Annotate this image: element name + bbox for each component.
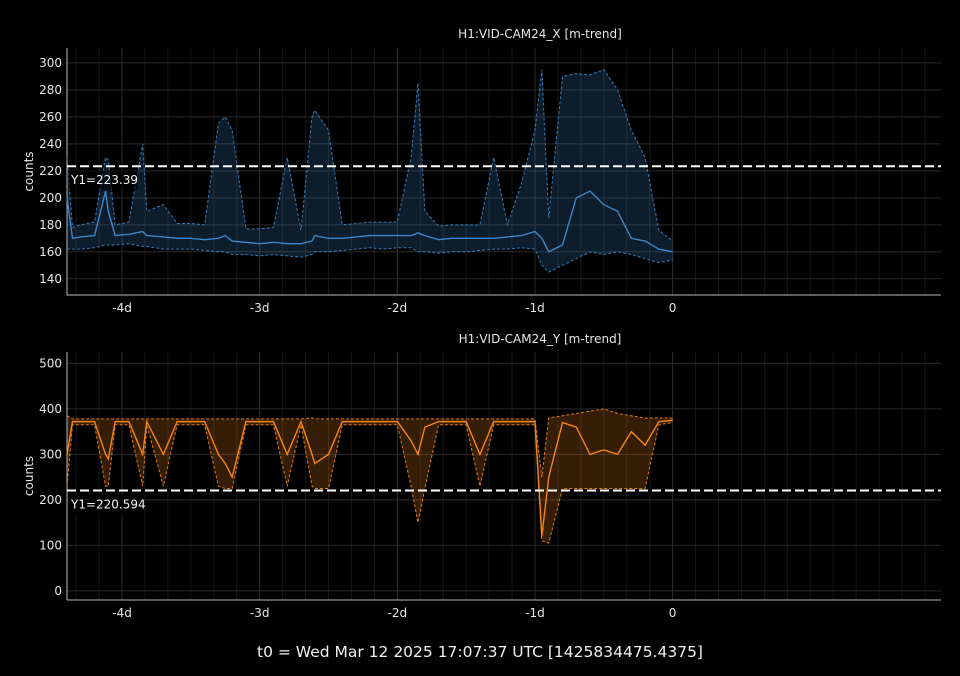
x-tick-label-x: -1d bbox=[525, 301, 545, 315]
panel-y-trend: Y1=220.594 -4d -3d -2d -1d 0 0 100 200 300 400 500 H… bbox=[22, 332, 941, 620]
x-tick-label-y: -3d bbox=[250, 606, 270, 620]
y-axis-label-x: counts bbox=[22, 151, 36, 191]
t0-footer: t0 = Wed Mar 12 2025 17:07:37 UTC [14258… bbox=[257, 643, 703, 661]
x-tick-label-y: -1d bbox=[525, 606, 545, 620]
y-tick-label-y: 100 bbox=[39, 538, 62, 552]
series-min-line-x bbox=[67, 243, 673, 273]
series-range-band-x bbox=[67, 69, 673, 273]
y-tick-label-x: 280 bbox=[39, 83, 62, 97]
x-tick-label-y: 0 bbox=[669, 606, 677, 620]
cursor-label-x: Y1=223.39 bbox=[70, 173, 138, 187]
cursor-label-y: Y1=220.594 bbox=[70, 498, 146, 512]
x-tick-label-x: -3d bbox=[250, 301, 270, 315]
x-tick-label-x: -4d bbox=[112, 301, 132, 315]
y-tick-label-x: 200 bbox=[39, 191, 62, 205]
y-tick-label-y: 300 bbox=[39, 447, 62, 461]
series-max-line-x bbox=[66, 68, 673, 242]
y-tick-label-y: 200 bbox=[39, 493, 62, 507]
x-tick-label-y: -4d bbox=[112, 606, 132, 620]
y-tick-label-y: 400 bbox=[39, 402, 62, 416]
chart-title-y: H1:VID-CAM24_Y [m-trend] bbox=[459, 332, 622, 346]
y-tick-label-x: 300 bbox=[39, 56, 62, 70]
y-axis-label-y: counts bbox=[22, 456, 36, 496]
y-tick-label-x: 260 bbox=[39, 110, 62, 124]
y-tick-label-y: 500 bbox=[39, 356, 62, 370]
y-tick-label-y: 0 bbox=[54, 584, 62, 598]
series-mean-line-x bbox=[66, 190, 673, 253]
x-tick-label-y: -2d bbox=[388, 606, 408, 620]
series-range-band-y bbox=[67, 408, 673, 544]
y-tick-label-x: 140 bbox=[39, 272, 62, 286]
y-tick-label-x: 160 bbox=[39, 245, 62, 259]
series-min-line-y bbox=[66, 422, 673, 544]
y-tick-label-x: 180 bbox=[39, 218, 62, 232]
cursor-label-bg-y bbox=[68, 494, 138, 515]
y-tick-label-x: 220 bbox=[39, 164, 62, 178]
panel-x-trend: Y1=223.39 -4d -3d -2d -1d 0 140 160 180 200 220 240… bbox=[22, 27, 941, 315]
x-tick-label-x: 0 bbox=[669, 301, 677, 315]
chart-title-x: H1:VID-CAM24_X [m-trend] bbox=[458, 27, 622, 41]
x-tick-label-x: -2d bbox=[388, 301, 408, 315]
cursor-label-bg-x bbox=[68, 170, 138, 191]
series-mean-line-y bbox=[66, 419, 673, 537]
y-tick-label-x: 240 bbox=[39, 137, 62, 151]
